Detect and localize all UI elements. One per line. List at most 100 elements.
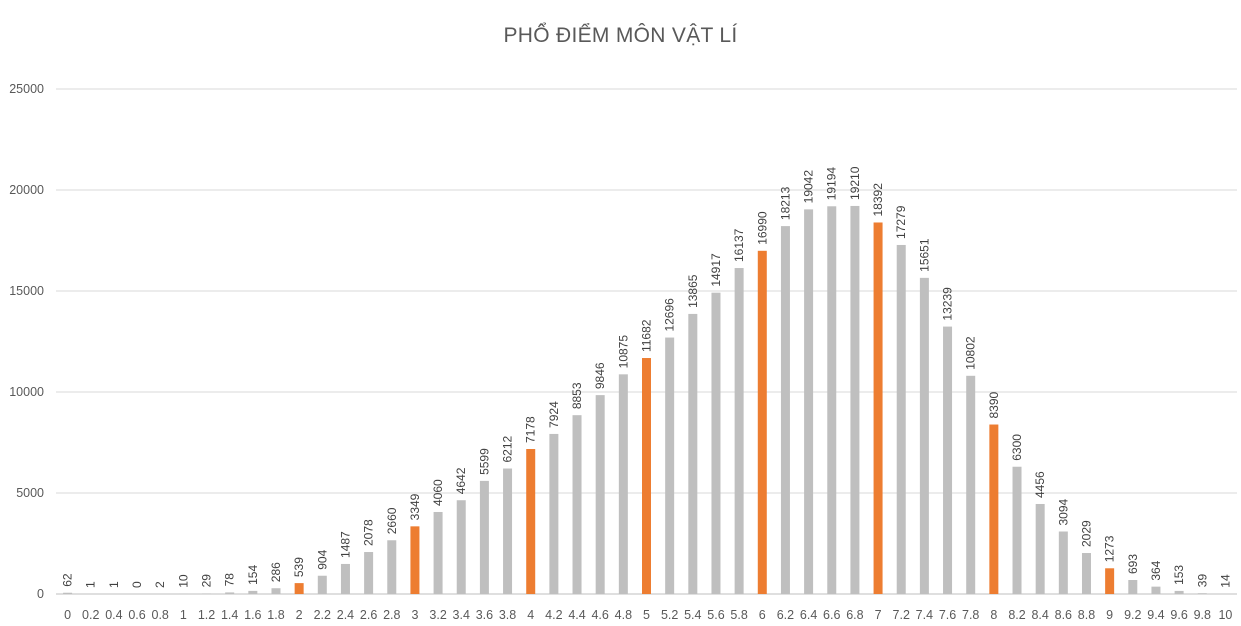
bar — [63, 592, 73, 594]
data-label: 4456 — [1033, 471, 1047, 498]
x-tick-label: 8 — [990, 608, 997, 622]
data-label: 153 — [1172, 565, 1186, 585]
data-label: 9846 — [593, 362, 607, 389]
data-label: 693 — [1126, 554, 1140, 574]
bar — [364, 552, 374, 594]
bar — [827, 206, 837, 595]
bar — [1151, 586, 1161, 594]
bar — [1012, 466, 1022, 594]
x-tick-label: 8.2 — [1008, 608, 1025, 622]
y-tick-label: 15000 — [9, 284, 44, 298]
bar — [850, 205, 860, 594]
x-tick-label: 3.6 — [476, 608, 493, 622]
data-label: 2 — [153, 581, 167, 588]
data-label: 10 — [176, 574, 190, 588]
data-label: 8853 — [570, 382, 584, 409]
data-label: 14917 — [709, 253, 723, 287]
data-label: 19194 — [825, 167, 839, 201]
x-tick-label: 6.8 — [846, 608, 863, 622]
x-tick-label: 2.8 — [383, 608, 400, 622]
bar — [642, 358, 651, 594]
data-label: 1 — [84, 581, 98, 588]
bar — [688, 313, 698, 594]
bar — [503, 468, 513, 594]
data-label: 7924 — [547, 401, 561, 428]
x-tick-label: 0.2 — [82, 608, 99, 622]
bar — [317, 575, 327, 594]
data-label: 13865 — [686, 274, 700, 308]
x-tick-label: 3.2 — [429, 608, 446, 622]
x-tick-label: 1.4 — [221, 608, 238, 622]
x-tick-label: 6.2 — [777, 608, 794, 622]
bar — [202, 593, 212, 594]
x-tick-label: 9.8 — [1194, 608, 1211, 622]
x-tick-label: 6.4 — [800, 608, 817, 622]
data-label: 18213 — [778, 186, 792, 220]
x-tick-label: 1.6 — [244, 608, 261, 622]
data-label: 19210 — [848, 166, 862, 200]
bar — [225, 592, 235, 594]
y-axis-ticks: 0 5000 10000 15000 20000 25000 — [9, 82, 44, 601]
x-tick-label: 7.6 — [939, 608, 956, 622]
x-tick-label: 6 — [759, 608, 766, 622]
x-tick-label: 8.4 — [1031, 608, 1048, 622]
bar — [549, 433, 559, 594]
data-label: 13239 — [941, 287, 955, 321]
x-tick-label: 2 — [296, 608, 303, 622]
x-tick-label: 4 — [527, 608, 534, 622]
x-tick-label: 7.2 — [893, 608, 910, 622]
x-tick-label: 9.2 — [1124, 608, 1141, 622]
data-label: 16990 — [755, 211, 769, 245]
x-tick-label: 0.8 — [152, 608, 169, 622]
x-tick-label: 2.2 — [314, 608, 331, 622]
x-tick-label: 6.6 — [823, 608, 840, 622]
data-label: 1 — [107, 581, 121, 588]
data-label: 7178 — [524, 416, 538, 443]
bar — [919, 277, 929, 594]
data-label: 18392 — [871, 183, 885, 217]
bar — [410, 526, 420, 594]
data-label: 2660 — [385, 507, 399, 534]
bar — [1058, 531, 1068, 594]
bar — [989, 424, 999, 594]
x-axis-ticks: 0 0.2 0.4 0.6 0.8 1 1.2 1.4 1.6 1.8 2 2.2 2.4 2.6 2.8 3… — [64, 608, 1232, 622]
x-tick-label: 10 — [1218, 608, 1232, 622]
data-label: 62 — [61, 573, 75, 587]
data-label: 15651 — [917, 238, 931, 272]
bar — [757, 250, 767, 594]
bar — [780, 226, 790, 594]
bar — [1128, 580, 1138, 594]
x-tick-label: 5.4 — [684, 608, 701, 622]
data-label: 29 — [200, 574, 214, 588]
x-tick-label: 7.4 — [916, 608, 933, 622]
bar — [665, 337, 675, 594]
bar — [526, 449, 536, 594]
data-label: 154 — [246, 565, 260, 585]
bar — [711, 292, 721, 594]
data-label: 1487 — [338, 531, 352, 558]
y-tick-label: 0 — [37, 587, 44, 601]
x-tick-label: 3.4 — [453, 608, 470, 622]
bar — [340, 563, 350, 594]
data-label: 8390 — [987, 392, 1001, 419]
x-tick-label: 1.8 — [267, 608, 284, 622]
x-tick-label: 4.8 — [615, 608, 632, 622]
x-tick-label: 7.8 — [962, 608, 979, 622]
x-tick-label: 9.6 — [1170, 608, 1187, 622]
y-tick-label: 10000 — [9, 385, 44, 399]
bar — [456, 500, 466, 594]
bar — [248, 590, 258, 594]
x-tick-label: 2.4 — [337, 608, 354, 622]
bar — [1035, 503, 1045, 594]
data-label: 17279 — [894, 205, 908, 239]
bar — [734, 268, 744, 594]
bar — [271, 588, 281, 594]
bar — [294, 583, 304, 594]
data-label: 1273 — [1103, 535, 1117, 562]
data-label: 10875 — [616, 335, 630, 369]
x-tick-label: 8.8 — [1078, 608, 1095, 622]
bar — [873, 222, 883, 594]
data-label: 16137 — [732, 228, 746, 262]
